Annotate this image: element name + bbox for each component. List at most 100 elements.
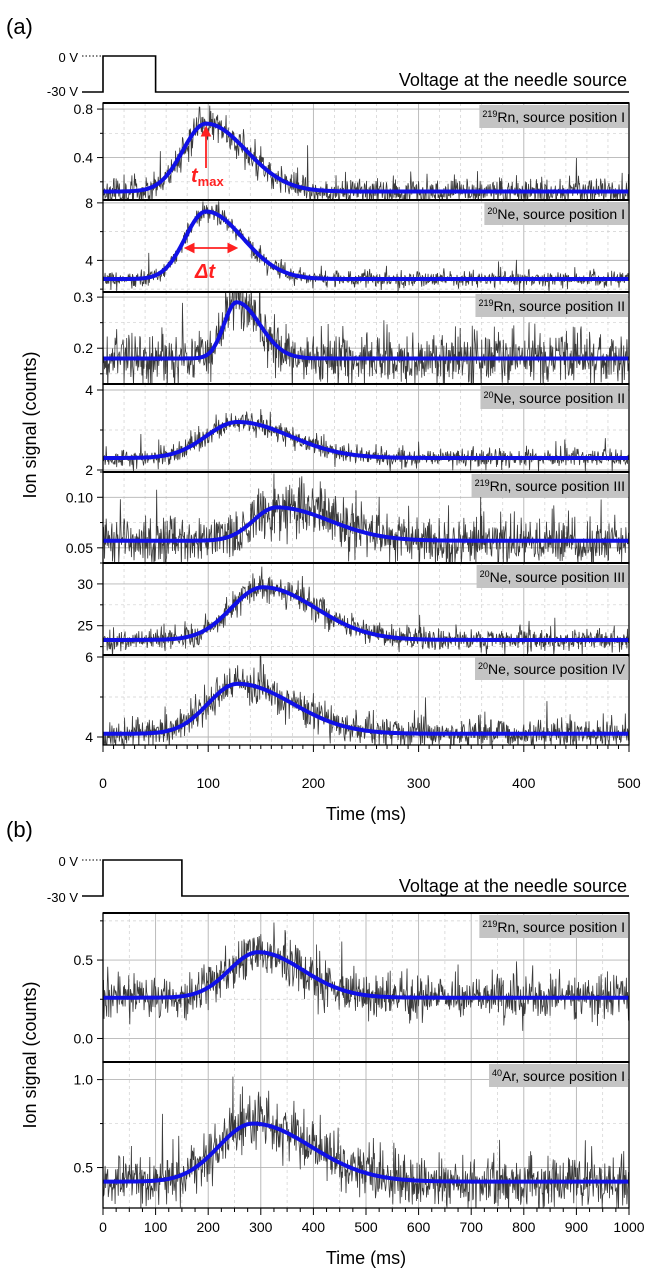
x-tick-label: 400: [302, 1219, 326, 1235]
y-tick-label: 6: [85, 649, 93, 665]
series-label: 20Ne, source position I: [487, 206, 625, 222]
series-label-box: [471, 474, 628, 497]
series-label-mass: 219: [475, 478, 490, 488]
pulse-b-high-label: 0 V: [58, 854, 78, 869]
x-tick-label: 400: [512, 775, 536, 791]
panel-a-label: (a): [6, 14, 33, 39]
x-axis-a: 0 100 200 300 400 500: [99, 745, 641, 791]
series-label: 219Rn, source position I: [482, 109, 625, 125]
y-tick-label: 0.10: [66, 489, 93, 505]
ylabel-a: Ion signal (counts): [20, 351, 40, 498]
fit-curve: [103, 300, 629, 361]
y-tick-label: 4: [85, 729, 93, 745]
x-tick-label: 700: [460, 1219, 484, 1235]
x-tick-label: 800: [512, 1219, 536, 1235]
x-tick-label: 100: [144, 1219, 168, 1235]
x-tick-label: 0: [99, 775, 107, 791]
x-tick-label: 600: [407, 1219, 431, 1235]
series-label-mass: 219: [478, 298, 493, 308]
y-tick-label: 0.0: [74, 1030, 94, 1046]
series-label-mass: 20: [480, 569, 490, 579]
ylabel-b: Ion signal (counts): [20, 981, 40, 1128]
series-label-text: Ne, source position IV: [488, 661, 626, 677]
annotations-a: tmax Δt: [183, 125, 239, 283]
series-label-mass: 219: [482, 919, 497, 929]
x-tick-label: 500: [617, 775, 641, 791]
series-label-text: Ne, source position II: [493, 390, 625, 406]
fit-curve: [103, 121, 629, 194]
series-label-box: [479, 915, 628, 938]
series-label-box: [479, 105, 628, 128]
annotation-delta-t: Δt: [194, 261, 216, 283]
pulse-b-low-label: -30 V: [47, 890, 78, 905]
series-label: 20Ne, source position III: [480, 569, 625, 585]
pulse-a-caption: Voltage at the needle source: [399, 70, 627, 90]
fit-curve: [103, 585, 629, 642]
x-tick-label: 500: [354, 1219, 378, 1235]
y-tick-label: 8: [85, 195, 93, 211]
subplot-a-1: 4 8 20Ne, source position I: [85, 195, 630, 293]
annotation-tmax-subscript: max: [198, 174, 225, 189]
stack-b: 0.0 0.5 219Rn, source position I 0.5 1.0 40Ar…: [74, 912, 645, 1235]
y-tick-label: 0.5: [74, 1160, 94, 1176]
annotation-tmax: tmax: [191, 165, 224, 189]
x-axis-b: 0 100 200 300 400 500 600 700 800 900 1000: [99, 1208, 645, 1235]
y-tick-label: 30: [77, 576, 93, 592]
subplot-a-2: 0.2 0.3 219Rn, source position II: [74, 289, 630, 385]
y-tick-label: 0.4: [74, 150, 94, 166]
series-label-box: [476, 565, 628, 588]
y-tick-label: 4: [85, 382, 93, 398]
series-label-box: [480, 386, 628, 409]
series-label: 40Ar, source position I: [492, 1068, 625, 1084]
pulse-b: [82, 859, 629, 897]
series-label-text: Ar, source position I: [502, 1068, 625, 1084]
series-label-box: [475, 294, 628, 317]
y-tick-label: 0.05: [66, 540, 93, 556]
series-label-mass: 20: [483, 390, 493, 400]
pulse-waveform: [82, 859, 629, 897]
series-label: 219Rn, source position I: [482, 919, 625, 935]
series-label-mass: 219: [482, 109, 497, 119]
x-tick-label: 0: [99, 1219, 107, 1235]
series-label: 219Rn, source position III: [475, 478, 625, 494]
series-label-text: Rn, source position I: [497, 109, 625, 125]
y-tick-label: 0.3: [74, 289, 94, 305]
measured-trace: [103, 292, 629, 384]
series-label-text: Ne, source position III: [490, 569, 625, 585]
x-tick-label: 300: [407, 775, 431, 791]
series-label-mass: 40: [492, 1068, 502, 1078]
series-label: 20Ne, source position IV: [478, 661, 626, 677]
y-tick-label: 0.8: [74, 101, 94, 117]
series-label-text: Rn, source position III: [490, 478, 625, 494]
series-label-text: Rn, source position I: [497, 919, 625, 935]
subplot-a-0: 0.4 0.8 219Rn, source position I: [74, 101, 630, 201]
x-tick-label: 200: [197, 1219, 221, 1235]
series-label-text: Ne, source position I: [497, 206, 625, 222]
subplot-a-4: 0.05 0.10 219Rn, source position III: [66, 471, 630, 564]
series-label: 219Rn, source position II: [478, 298, 625, 314]
series-label-mass: 20: [487, 206, 497, 216]
measured-trace: [103, 473, 629, 563]
xlabel-a: Time (ms): [326, 804, 406, 824]
y-tick-label: 0.2: [74, 340, 94, 356]
series-label-box: [489, 1064, 628, 1087]
series-label-box: [484, 202, 628, 225]
x-tick-label: 1000: [613, 1219, 644, 1235]
measured-trace: [103, 409, 629, 472]
subplot-a-3: 2 4 20Ne, source position II: [85, 382, 630, 478]
subplot-b-1: 0.5 1.0 40Ar, source position I: [74, 1061, 630, 1209]
pulse-a: [82, 55, 629, 93]
xlabel-b: Time (ms): [326, 1248, 406, 1268]
subplot-b-0: 0.0 0.5 219Rn, source position I: [74, 912, 630, 1063]
series-label-text: Rn, source position II: [493, 298, 625, 314]
fit-curve: [103, 420, 629, 460]
subplot-a-6: 4 6 20Ne, source position IV: [85, 649, 630, 746]
fit-curve: [103, 681, 629, 736]
fit-curve: [103, 505, 629, 543]
series-label: 20Ne, source position II: [483, 390, 625, 406]
measured-trace: [103, 655, 629, 745]
fit-curve: [103, 1121, 629, 1184]
y-tick-label: 25: [77, 618, 93, 634]
